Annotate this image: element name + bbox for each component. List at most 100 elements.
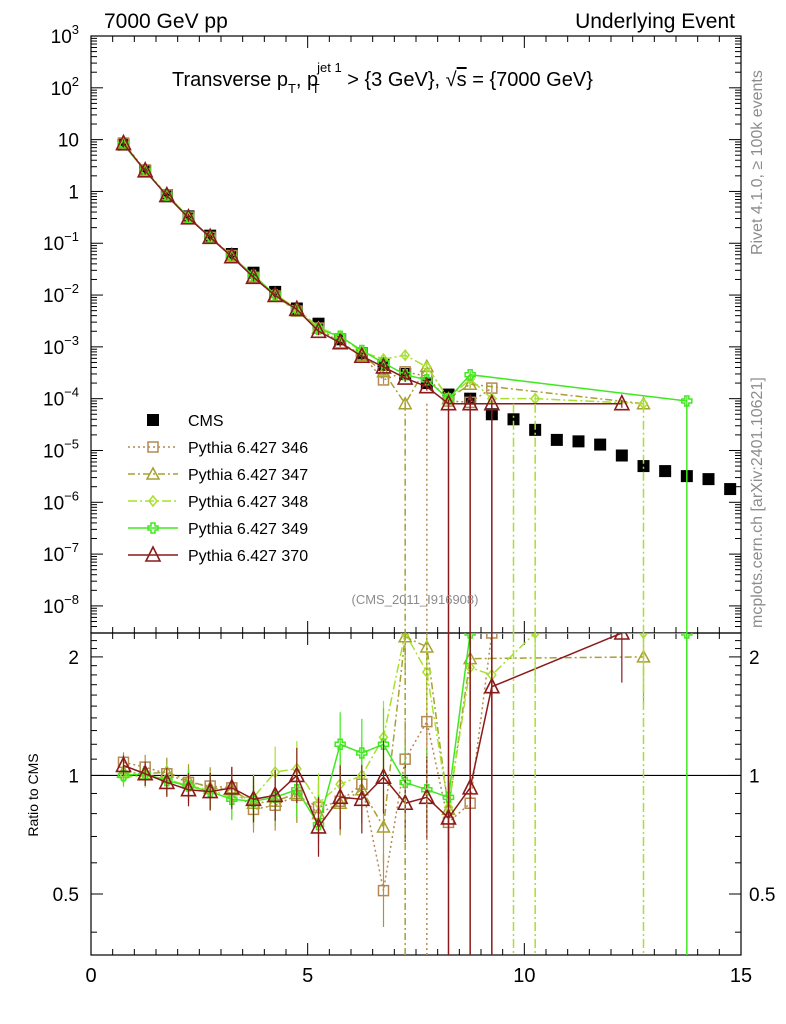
ratio-point-p370 bbox=[158, 772, 176, 790]
ratio-point-p370 bbox=[223, 778, 241, 795]
data-point-cms bbox=[659, 465, 672, 478]
legend-marker-p348 bbox=[148, 494, 158, 508]
legend-marker-p349 bbox=[147, 522, 159, 534]
legend-label-p370: Pythia 6.427 370 bbox=[188, 548, 308, 565]
ratio-point-p370 bbox=[245, 789, 262, 807]
series-line-p349 bbox=[122, 144, 687, 402]
data-point-cms bbox=[529, 423, 542, 436]
main-series-layer bbox=[115, 133, 737, 633]
data-point-p370 bbox=[613, 393, 631, 411]
data-point-p370 bbox=[310, 321, 327, 339]
legend-label-p347: Pythia 6.427 347 bbox=[188, 467, 308, 484]
legend-marker-p370 bbox=[144, 545, 162, 562]
data-point-p349 bbox=[139, 165, 151, 177]
data-point-p370 bbox=[288, 299, 306, 317]
header-event-type: Underlying Event bbox=[575, 10, 735, 33]
x-tick-label: 5 bbox=[302, 965, 313, 987]
ratio-axis-label: Ratio to CMS bbox=[25, 753, 41, 836]
y-tick-label: 10−3 bbox=[43, 333, 79, 359]
legend-marker-cms bbox=[147, 414, 159, 426]
series-line-p370 bbox=[122, 143, 622, 405]
data-point-p347 bbox=[376, 364, 391, 378]
ratio-line-p370 bbox=[123, 633, 623, 829]
data-point-cms bbox=[550, 433, 563, 446]
ratio-point-p349 bbox=[399, 776, 411, 789]
legend-label-cms: CMS bbox=[188, 413, 224, 430]
data-point-cms bbox=[594, 438, 607, 451]
data-point-cms bbox=[507, 413, 520, 426]
ratio-y-tick-label-right: 0.5 bbox=[749, 885, 775, 906]
ratio-y-tick-label-right: 2 bbox=[749, 648, 760, 669]
ratio-point-p349 bbox=[204, 785, 216, 798]
data-point-p370 bbox=[418, 376, 436, 394]
y-tick-label: 10−2 bbox=[43, 281, 79, 307]
x-tick-label: 0 bbox=[85, 965, 96, 987]
data-point-p370 bbox=[180, 207, 197, 225]
y-tick-label: 10−1 bbox=[43, 229, 79, 255]
data-point-p370 bbox=[331, 332, 349, 350]
legend-label-p348: Pythia 6.427 348 bbox=[188, 494, 308, 511]
plot-title-part4: = {7000 GeV} bbox=[467, 69, 594, 91]
side-label-mcplots: mcplots.cern.ch [arXiv:2401.10621] bbox=[749, 377, 766, 628]
ratio-point-p370 bbox=[331, 787, 349, 805]
ratio-y-tick-label: 1 bbox=[68, 766, 79, 787]
ratio-point-p346 bbox=[421, 715, 433, 728]
ratio-point-p370 bbox=[180, 779, 197, 797]
ratio-point-p370 bbox=[353, 789, 371, 807]
analysis-id: (CMS_2011_I916908) bbox=[352, 592, 479, 607]
data-point-cms bbox=[615, 449, 628, 462]
plot-title-part2: , p bbox=[296, 69, 318, 91]
data-point-cms bbox=[724, 483, 737, 496]
ratio-point-p349 bbox=[442, 791, 455, 804]
sqrt-symbol: √ bbox=[446, 69, 457, 91]
ratio-point-p346 bbox=[377, 884, 390, 897]
ratio-y-tick-label: 2 bbox=[68, 648, 79, 669]
data-point-p370 bbox=[158, 185, 176, 203]
ratio-point-p349 bbox=[269, 791, 281, 804]
ratio-point-p370 bbox=[136, 763, 154, 781]
data-point-p349 bbox=[204, 231, 216, 244]
legend-marker-p347 bbox=[145, 466, 161, 480]
data-point-p349 bbox=[681, 395, 693, 407]
y-tick-label: 10 bbox=[58, 131, 79, 152]
data-point-p370 bbox=[115, 133, 132, 151]
y-tick-label: 10−8 bbox=[43, 592, 79, 618]
y-tick-label: 10−7 bbox=[43, 540, 79, 566]
ratio-point-p349 bbox=[226, 793, 238, 806]
ratio-y-tick-label: 0.5 bbox=[53, 885, 79, 906]
plot-title-sub1: T bbox=[288, 81, 296, 96]
data-point-p349 bbox=[464, 368, 476, 381]
y-tick-label: 103 bbox=[51, 22, 79, 48]
ratio-point-p349 bbox=[377, 738, 390, 751]
data-point-p370 bbox=[223, 246, 241, 264]
ratio-point-p349 bbox=[117, 769, 130, 782]
y-tick-label: 10−6 bbox=[43, 488, 79, 514]
ratio-point-p370 bbox=[266, 785, 284, 803]
data-point-cms bbox=[702, 473, 715, 486]
x-tick-label: 15 bbox=[730, 965, 752, 987]
ratio-point-p349 bbox=[464, 633, 476, 639]
ratio-point-p348 bbox=[421, 665, 432, 679]
ratio-point-p349 bbox=[681, 633, 693, 639]
ratio-series-layer bbox=[115, 633, 693, 955]
ratio-point-p370 bbox=[115, 755, 132, 773]
data-point-p370 bbox=[245, 267, 262, 285]
data-point-p370 bbox=[266, 285, 284, 303]
plot-title-part1: Transverse p bbox=[172, 69, 288, 91]
data-point-p349 bbox=[334, 330, 346, 343]
side-label-rivet: Rivet 4.1.0, ≥ 100k events bbox=[749, 70, 766, 255]
ratio-y-tick-label-right: 1 bbox=[749, 766, 760, 787]
data-point-cms bbox=[637, 460, 650, 473]
plot-title-sqrt-s: s bbox=[457, 69, 467, 91]
y-tick-label: 102 bbox=[51, 74, 79, 100]
data-point-p370 bbox=[396, 368, 414, 385]
header-energy-label: 7000 GeV pp bbox=[104, 10, 228, 33]
ratio-point-p370 bbox=[613, 633, 631, 640]
data-point-p349 bbox=[356, 344, 368, 357]
ratio-point-p370 bbox=[375, 767, 392, 784]
legend-label-p346: Pythia 6.427 346 bbox=[188, 440, 308, 457]
ratio-point-p349 bbox=[291, 783, 303, 796]
y-tick-label: 10−5 bbox=[43, 436, 79, 462]
